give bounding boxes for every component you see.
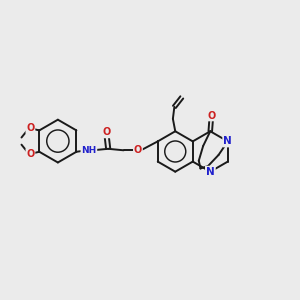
Text: N: N	[206, 167, 214, 177]
Text: N: N	[224, 136, 232, 146]
Text: O: O	[207, 110, 215, 121]
Text: N: N	[206, 167, 214, 177]
Text: O: O	[103, 128, 111, 137]
Text: O: O	[134, 145, 142, 155]
Text: NH: NH	[81, 146, 97, 155]
Text: N: N	[224, 136, 232, 146]
Text: O: O	[26, 123, 34, 133]
Text: O: O	[26, 149, 34, 159]
